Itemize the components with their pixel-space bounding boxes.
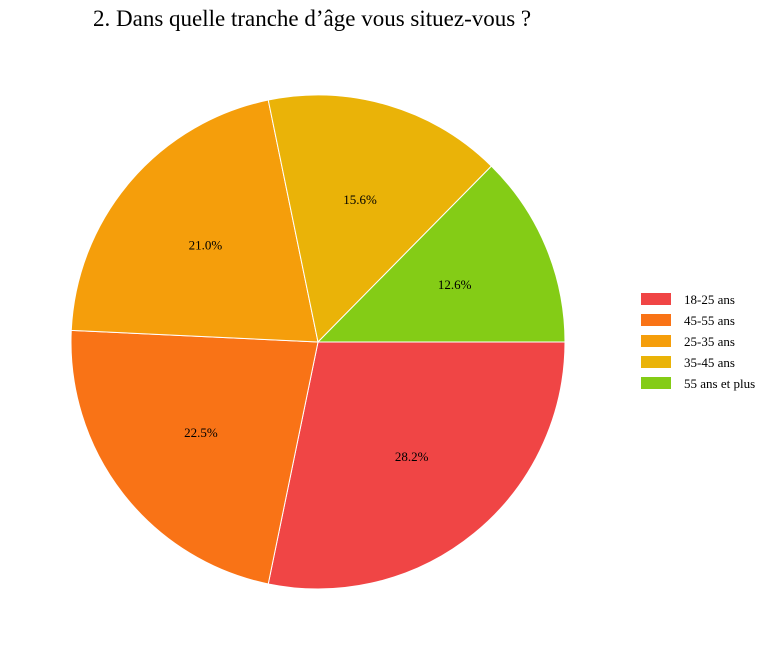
legend-swatch bbox=[641, 314, 671, 326]
legend-label: 55 ans et plus bbox=[684, 376, 755, 391]
slice-label-18-25-ans: 28.2% bbox=[395, 449, 429, 464]
legend-label: 25-35 ans bbox=[684, 334, 735, 349]
slice-label-35-45-ans: 15.6% bbox=[343, 192, 377, 207]
pie-slice-45-55-ans bbox=[70, 329, 319, 585]
chart-title: 2. Dans quelle tranche d’âge vous situez… bbox=[93, 6, 532, 31]
legend-label: 35-45 ans bbox=[684, 355, 735, 370]
pie-slice-25-35-ans bbox=[70, 99, 319, 343]
legend-swatch bbox=[641, 293, 671, 305]
slice-label-25-35-ans: 21.0% bbox=[189, 238, 223, 253]
legend-swatch bbox=[641, 356, 671, 368]
pie-slice-labels: 28.2% 22.5% 21.0% 15.6% 12.6% bbox=[184, 192, 472, 464]
slice-label-45-55-ans: 22.5% bbox=[184, 425, 218, 440]
legend-swatch bbox=[641, 335, 671, 347]
legend: 18-25 ans 45-55 ans 25-35 ans 35-45 ans 55 a… bbox=[641, 292, 755, 391]
pie-slice-55-ans-et-plus bbox=[316, 165, 566, 343]
legend-label: 45-55 ans bbox=[684, 313, 735, 328]
legend-label: 18-25 ans bbox=[684, 292, 735, 307]
slice-label-55-ans-et-plus: 12.6% bbox=[438, 277, 472, 292]
pie-slice-18-25-ans bbox=[267, 341, 566, 590]
legend-swatch bbox=[641, 377, 671, 389]
pie-slices bbox=[70, 94, 566, 590]
pie-slice-35-45-ans bbox=[267, 94, 493, 344]
